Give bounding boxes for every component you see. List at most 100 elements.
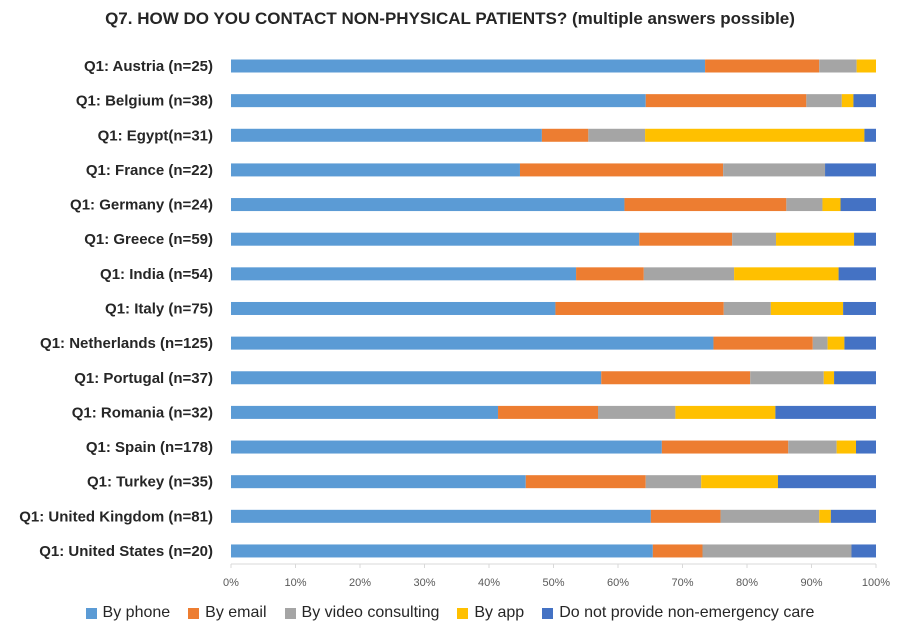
legend-label: By phone	[102, 604, 171, 621]
x-tick-label: 0%	[223, 577, 239, 589]
bar-segment-3	[598, 405, 676, 419]
bar-segment-2	[555, 301, 724, 315]
bar-segment-1	[231, 371, 602, 385]
bar-segment-3	[723, 163, 826, 177]
bar-segment-3	[720, 509, 820, 523]
x-tick-label: 90%	[800, 577, 822, 589]
bar-segment-2	[645, 94, 807, 108]
bar-segment-1	[231, 198, 625, 212]
x-tick-label: 60%	[607, 577, 629, 589]
bar-segment-2	[601, 371, 751, 385]
bar-segment-5	[840, 198, 876, 212]
bar-segment-4	[776, 232, 855, 246]
legend-item: By app	[457, 604, 524, 622]
bar-segment-1	[231, 405, 499, 419]
bar-segment-1	[231, 267, 577, 281]
bar-segment-4	[836, 440, 857, 454]
category-label: Q1: United States (n=20)	[39, 543, 213, 560]
bar-segment-3	[812, 336, 828, 350]
bar-segment-1	[231, 232, 640, 246]
bar-segment-1	[231, 475, 526, 489]
bar-segment-1	[231, 509, 651, 523]
legend-item: By video consulting	[284, 604, 440, 622]
x-tick-label: 30%	[413, 577, 435, 589]
category-label: Q1: Turkey (n=35)	[87, 474, 213, 491]
bar-segment-2	[713, 336, 813, 350]
bar-segment-4	[819, 509, 831, 523]
bar-segment-1	[231, 301, 556, 315]
category-label: Q1: Germany (n=24)	[70, 197, 213, 214]
category-label: Q1: United Kingdom (n=81)	[19, 508, 213, 525]
bar-segment-5	[856, 440, 876, 454]
bar-segment-2	[519, 163, 724, 177]
category-label: Q1: Greece (n=59)	[84, 231, 213, 248]
legend-swatch	[542, 607, 554, 619]
bar-segment-3	[723, 301, 771, 315]
bar-segment-3	[643, 267, 735, 281]
category-label: Q1: Austria (n=25)	[84, 58, 213, 75]
bar-segment-5	[838, 267, 876, 281]
bar-segment-4	[822, 198, 841, 212]
bar-segment-4	[701, 475, 778, 489]
x-tick-label: 80%	[736, 577, 758, 589]
bar-segment-5	[851, 544, 876, 558]
bar-segment-3	[788, 440, 837, 454]
category-label: Q1: Egypt(n=31)	[98, 127, 213, 144]
bar-segment-5	[775, 405, 876, 419]
category-label: Q1: Italy (n=75)	[105, 300, 213, 317]
bar-segment-2	[705, 59, 820, 73]
bar-segment-3	[645, 475, 702, 489]
bar-segment-2	[525, 475, 646, 489]
legend-item: By phone	[85, 604, 171, 622]
bar-segment-3	[806, 94, 842, 108]
x-tick-label: 20%	[349, 577, 371, 589]
category-label: Q1: Portugal (n=37)	[74, 370, 213, 387]
bar-segment-4	[856, 59, 876, 73]
legend-swatch	[85, 607, 97, 619]
chart-legend: By phone By email By video consulting By ap…	[0, 604, 900, 622]
bar-segment-4	[675, 405, 776, 419]
bar-segment-3	[819, 59, 857, 73]
bar-segment-1	[231, 440, 662, 454]
bar-segment-2	[541, 128, 589, 142]
legend-item: By email	[188, 604, 267, 622]
bar-segment-1	[231, 128, 542, 142]
legend-label: By email	[205, 604, 267, 621]
bar-segment-1	[231, 336, 714, 350]
legend-swatch	[188, 607, 200, 619]
category-label: Q1: France (n=22)	[86, 162, 213, 179]
legend-label: Do not provide non-emergency care	[559, 604, 815, 621]
bar-segment-4	[645, 128, 865, 142]
bar-segment-3	[702, 544, 852, 558]
bar-segment-2	[652, 544, 703, 558]
bar-segment-1	[231, 59, 706, 73]
chart-title: Q7. HOW DO YOU CONTACT NON-PHYSICAL PATI…	[105, 9, 795, 28]
bar-segment-4	[827, 336, 845, 350]
legend-item: Do not provide non-emergency care	[542, 604, 814, 622]
bar-segment-4	[823, 371, 835, 385]
bar-segment-5	[830, 509, 876, 523]
legend-label: By app	[474, 604, 525, 621]
bar-segment-2	[661, 440, 789, 454]
bar-segment-5	[844, 336, 876, 350]
bar-segment-5	[834, 371, 876, 385]
legend-swatch	[284, 607, 296, 619]
bar-segment-4	[734, 267, 839, 281]
bar-segment-3	[732, 232, 777, 246]
category-label: Q1: Romania (n=32)	[72, 404, 213, 421]
category-label: Q1: Spain (n=178)	[86, 439, 213, 456]
category-label: Q1: Netherlands (n=125)	[40, 335, 213, 352]
bar-segment-1	[231, 94, 646, 108]
bar-segment-5	[825, 163, 876, 177]
bar-segment-3	[786, 198, 823, 212]
x-tick-label: 100%	[862, 577, 890, 589]
x-tick-label: 40%	[478, 577, 500, 589]
bar-segment-2	[624, 198, 787, 212]
x-tick-label: 70%	[671, 577, 693, 589]
bar-segment-5	[777, 475, 876, 489]
legend-label: By video consulting	[301, 604, 440, 621]
bar-segment-1	[231, 544, 653, 558]
bar-segment-1	[231, 163, 520, 177]
bar-segment-5	[843, 301, 876, 315]
bar-segment-2	[576, 267, 644, 281]
